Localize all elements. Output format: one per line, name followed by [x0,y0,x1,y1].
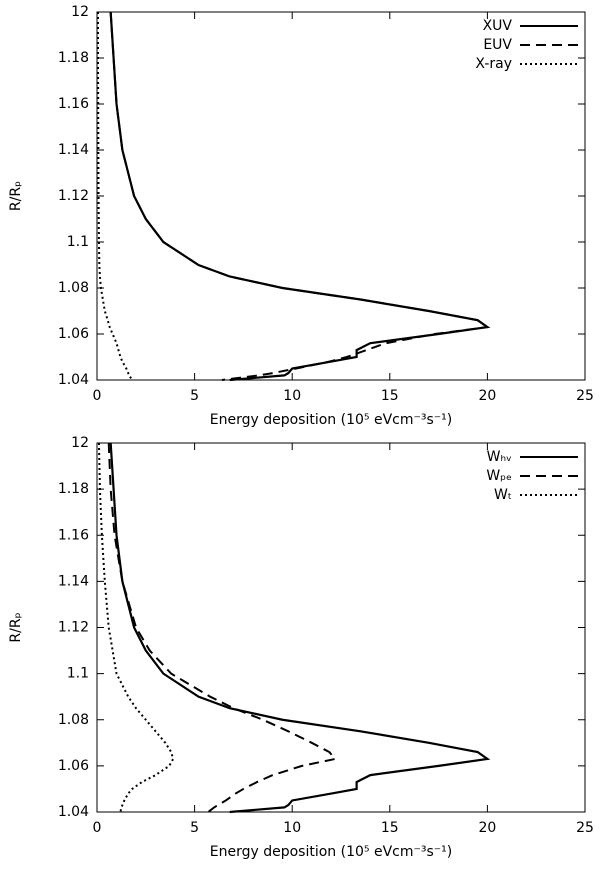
x-tick-label: 20 [478,820,496,836]
y-tick-label: 1.16 [58,96,89,112]
legend-label: Wₜ [494,487,512,503]
x-tick-label: 25 [576,388,594,404]
y-axis-label: R/Rₚ [8,181,24,211]
y-tick-label: 12 [71,435,89,451]
legend-label: XUV [483,18,513,34]
x-tick-label: 10 [283,388,301,404]
y-tick-label: 1.14 [58,142,89,158]
y-tick-label: 1.18 [58,481,89,497]
x-tick-label: 15 [381,820,399,836]
legend-label: EUV [483,37,512,53]
x-axis-label: Energy deposition (10⁵ eVcm⁻³s⁻¹) [210,844,453,860]
legend-label: Wₕᵥ [487,449,512,465]
x-tick-label: 5 [190,820,199,836]
y-axis-label: R/Rₚ [8,612,24,642]
data-line [107,442,337,813]
x-tick-label: 10 [283,820,301,836]
y-tick-label: 12 [71,4,89,20]
y-tick-label: 1.04 [58,804,89,820]
y-tick-label: 1.1 [67,234,89,250]
x-tick-label: 0 [93,388,102,404]
data-line [109,11,491,381]
x-tick-label: 0 [93,820,102,836]
y-tick-label: 1.04 [58,372,89,388]
data-line [97,442,175,813]
y-tick-label: 1.06 [58,326,89,342]
data-line [96,12,133,381]
y-tick-label: 1.06 [58,758,89,774]
data-line [109,11,491,382]
data-line [109,442,491,814]
legend-label: Wₚₑ [486,468,512,484]
y-tick-label: 1.16 [58,527,89,543]
x-tick-label: 15 [381,388,399,404]
y-tick-label: 1.08 [58,712,89,728]
y-tick-label: 1.12 [58,620,89,636]
x-tick-label: 25 [576,820,594,836]
x-tick-label: 20 [478,388,496,404]
y-tick-label: 1.08 [58,280,89,296]
x-axis-label: Energy deposition (10⁵ eVcm⁻³s⁻¹) [210,412,453,428]
y-tick-label: 1.18 [58,50,89,66]
y-tick-label: 1.12 [58,188,89,204]
y-tick-label: 1.14 [58,573,89,589]
y-tick-label: 1.1 [67,666,89,682]
legend-label: X-ray [475,56,512,72]
x-tick-label: 5 [190,388,199,404]
